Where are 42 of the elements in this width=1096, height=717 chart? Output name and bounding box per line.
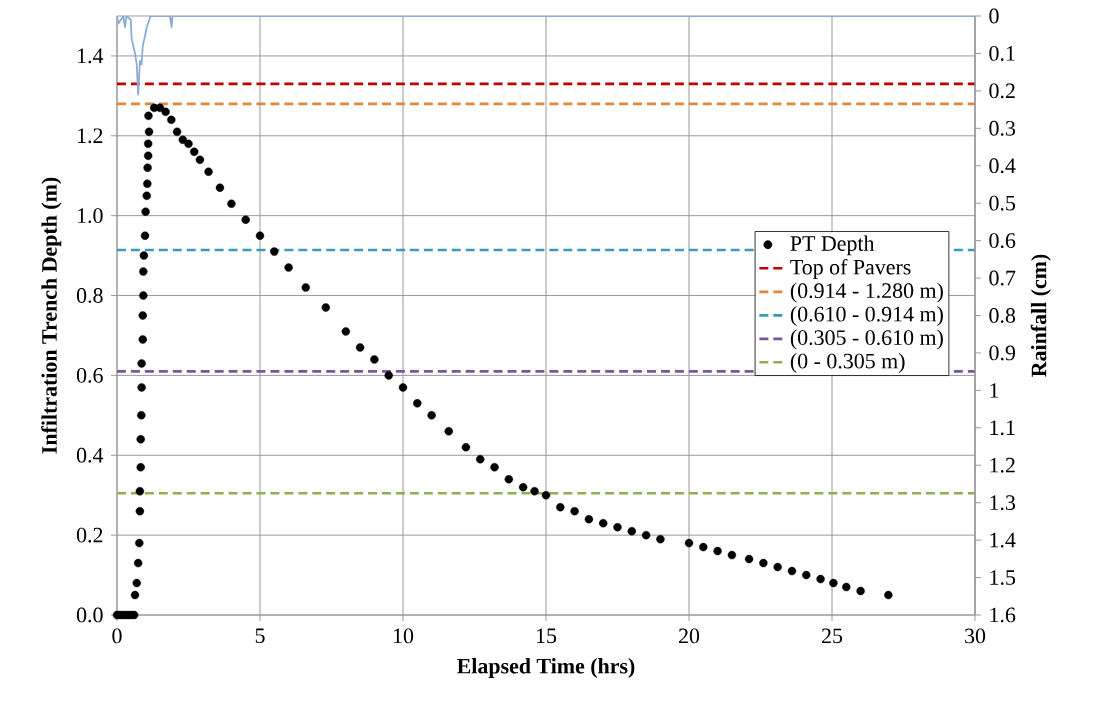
y2-axis-title: Rainfall (cm) [1030, 254, 1051, 377]
y-tick-label: 0.8 [76, 288, 103, 303]
y2-tick-label: 0.1 [989, 45, 1015, 61]
y2-tick-label: 0.9 [989, 345, 1016, 361]
legend-label: (0.305 - 0.610 m) [790, 329, 943, 350]
y-tick-label: 0.4 [76, 447, 104, 463]
y2-tick-label: 1.5 [990, 570, 1016, 585]
x-tick-label: 15 [536, 628, 557, 644]
y2-tick-label: 1.6 [990, 607, 1016, 623]
y-tick-label: 1.4 [78, 48, 104, 64]
y-tick-label: 1.0 [78, 208, 103, 224]
y2-tick-label: 0 [989, 8, 999, 24]
x-tick-label: 0 [112, 628, 122, 644]
y-tick-label: 0.0 [76, 607, 103, 623]
y-tick-label: 1.2 [78, 128, 103, 144]
x-tick-label: 10 [393, 628, 414, 644]
y2-tick-label: 0.8 [989, 308, 1016, 323]
legend-label: (0 - 0.305 m) [790, 353, 905, 373]
line-series [117, 16, 976, 96]
x-tick-label: 25 [822, 628, 843, 644]
y-axis-title: Infiltration Trench Depth (m) [41, 177, 62, 454]
y2-tick-label: 1.3 [990, 495, 1016, 511]
y2-tick-label: 1 [990, 383, 999, 398]
y2-tick-label: 0.2 [989, 83, 1015, 99]
y-tick-label: 0.6 [76, 367, 103, 383]
legend-label: Top of Pavers [790, 258, 911, 280]
y2-tick-label: 0.4 [989, 158, 1016, 174]
x-tick-label: 5 [255, 628, 265, 644]
x-tick-label: 30 [965, 628, 986, 644]
y2-tick-label: 0.3 [989, 120, 1016, 136]
legend-label: (0.914 - 1.280 m) [790, 282, 943, 303]
x-axis-title: Elapsed Time (hrs) [457, 658, 635, 678]
y2-tick-label: 0.5 [989, 195, 1016, 211]
y2-tick-label: 0.7 [989, 270, 1016, 286]
y2-tick-label: 1.4 [990, 532, 1016, 548]
y2-tick-label: 0.6 [989, 233, 1016, 249]
y-tick-label: 0.2 [76, 527, 103, 543]
y2-tick-label: 1.1 [990, 420, 1015, 436]
x-tick-label: 20 [679, 628, 700, 644]
legend-label: (0.610 - 0.914 m) [790, 306, 943, 326]
y2-tick-label: 1.2 [990, 457, 1015, 473]
legend-label: PT Depth [790, 235, 875, 256]
